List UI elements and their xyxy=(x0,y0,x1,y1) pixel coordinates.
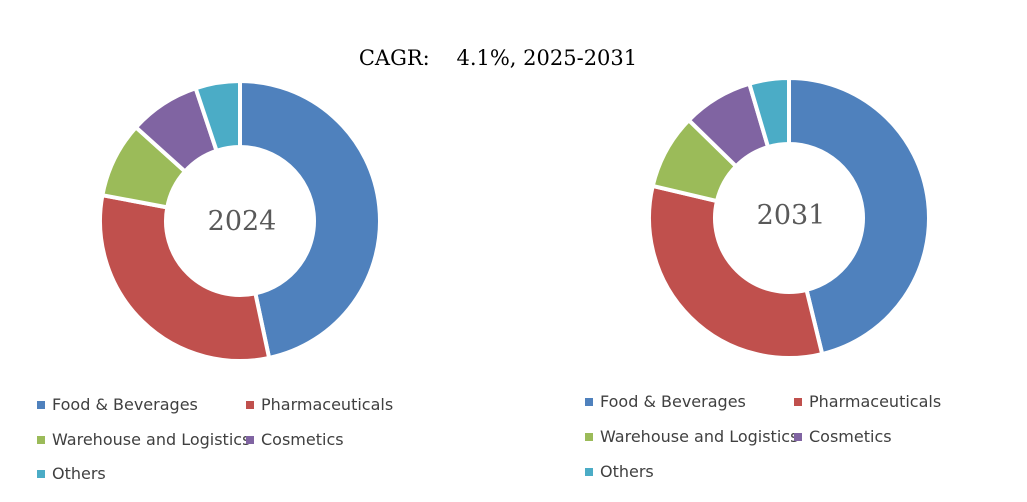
donut-slice-pharmaceuticals xyxy=(647,183,825,360)
donut-center-label: 2024 xyxy=(208,206,277,237)
legend-swatch xyxy=(37,469,45,478)
donut-slice-others xyxy=(746,75,791,150)
legend-swatch xyxy=(585,467,593,476)
donut-slice-food-beverages xyxy=(238,78,382,361)
legend-swatch xyxy=(37,435,45,444)
legend-item: Warehouse and Logistics xyxy=(37,430,250,449)
legend-label: Food & Beverages xyxy=(600,392,746,411)
legend-item: Warehouse and Logistics xyxy=(585,427,798,446)
legend-label: Pharmaceuticals xyxy=(809,392,942,411)
legend-label: Food & Beverages xyxy=(52,395,198,414)
legend-swatch xyxy=(585,432,593,441)
donut-slice-others xyxy=(193,78,242,154)
legend-label: Others xyxy=(52,464,106,483)
legend-label: Warehouse and Logistics xyxy=(52,430,251,449)
legend-item: Food & Beverages xyxy=(37,395,198,414)
legend-swatch xyxy=(794,397,802,406)
legend-label: Pharmaceuticals xyxy=(261,395,394,414)
legend-item: Pharmaceuticals xyxy=(246,395,393,414)
legend-swatch xyxy=(246,435,254,444)
legend-item: Food & Beverages xyxy=(585,392,746,411)
chart-title: CAGR: 4.1%, 2025-2031 xyxy=(358,46,638,70)
legend-label: Warehouse and Logistics xyxy=(600,427,799,446)
donut-slice-food-beverages xyxy=(787,75,931,357)
legend-item: Cosmetics xyxy=(246,430,344,449)
legend-label: Cosmetics xyxy=(261,430,344,449)
legend-item: Cosmetics xyxy=(794,427,892,446)
legend-swatch xyxy=(246,400,254,409)
donut-center-label: 2031 xyxy=(757,200,826,231)
legend-item: Pharmaceuticals xyxy=(794,392,941,411)
donut-slice-pharmaceuticals xyxy=(98,192,272,363)
legend-label: Cosmetics xyxy=(809,427,892,446)
legend-item: Others xyxy=(585,462,654,481)
legend-item: Others xyxy=(37,464,106,483)
legend-swatch xyxy=(794,432,802,441)
legend-swatch xyxy=(37,400,45,409)
legend-label: Others xyxy=(600,462,654,481)
legend-swatch xyxy=(585,397,593,406)
